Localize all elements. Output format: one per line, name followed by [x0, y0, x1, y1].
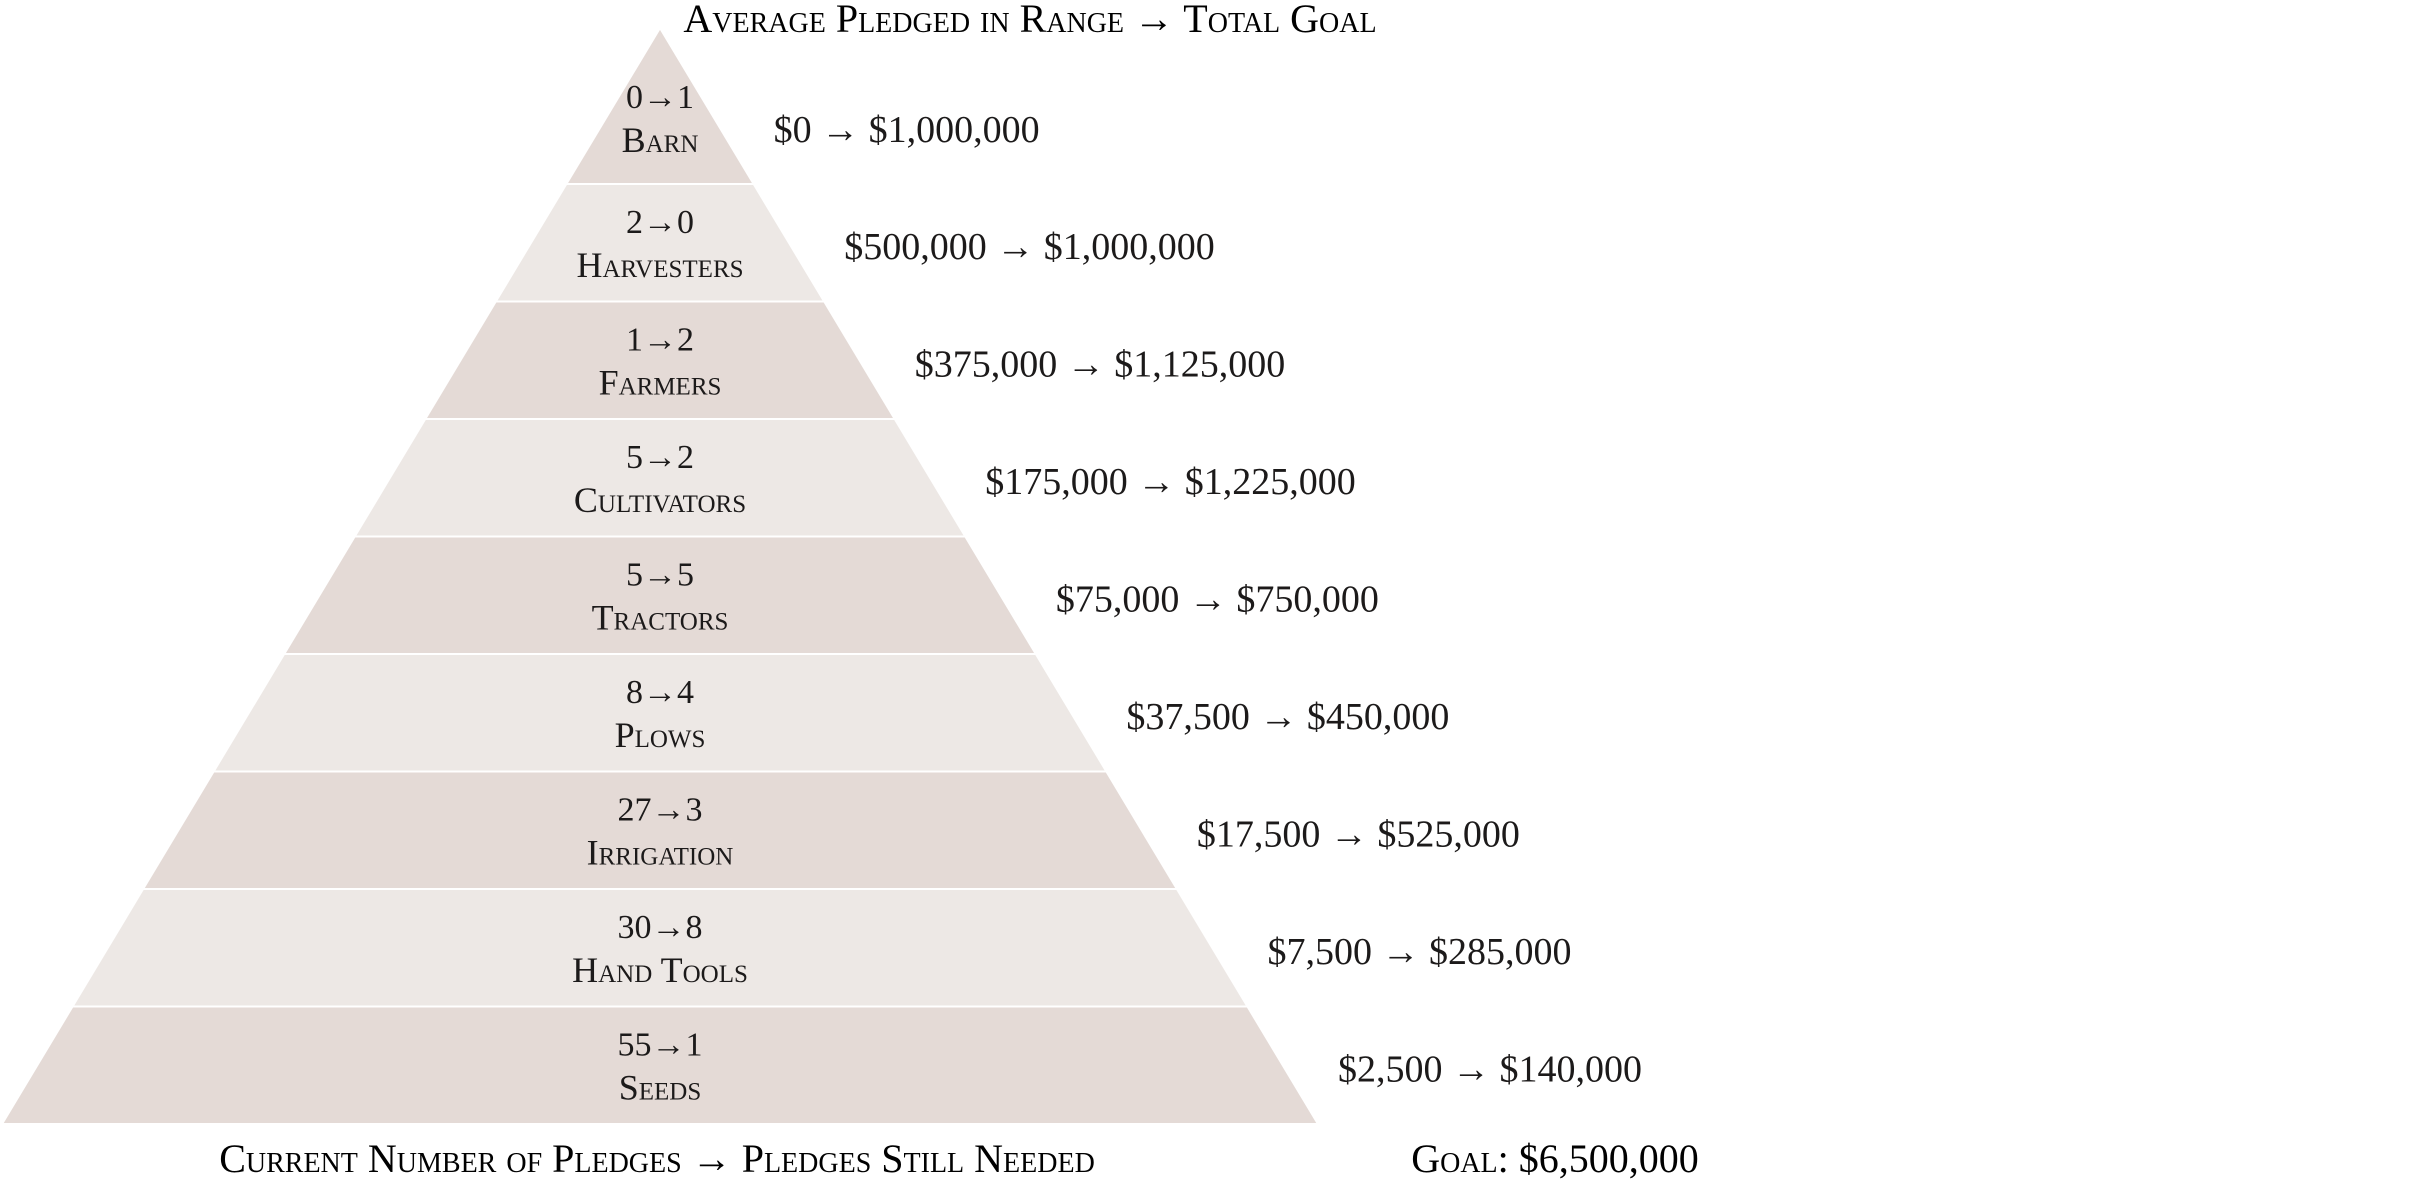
tier-range: $375,000 → $1,125,000: [915, 343, 1286, 385]
tier-name: Seeds: [619, 1067, 702, 1107]
tier-range: $0 → $1,000,000: [774, 109, 1040, 151]
tier-name: Tractors: [592, 597, 729, 637]
tier-name: Cultivators: [574, 480, 746, 520]
tier-range: $7,500 → $285,000: [1267, 931, 1571, 973]
tier-range: $37,500 → $450,000: [1126, 696, 1449, 738]
tier-pledges: 1→2: [626, 321, 694, 358]
tier-range: $2,500 → $140,000: [1338, 1048, 1642, 1090]
tier-name: Harvesters: [576, 245, 743, 285]
goal-total: Goal: $6,500,000: [1411, 1136, 1699, 1181]
tier-name: Hand Tools: [572, 950, 748, 990]
pyramid: 0→1 Barn 2→0 Harvesters 1→2 Farmers 5→2 Cultiva…: [0, 26, 1320, 1125]
tier-pledges: 8→4: [626, 674, 694, 711]
tier-range: $75,000 → $750,000: [1056, 578, 1379, 620]
tier-pledges: 27→3: [618, 791, 703, 828]
tier-range: $175,000 → $1,225,000: [985, 461, 1356, 503]
pyramid-tier-seeds: [0, 1005, 1320, 1125]
tier-pledges: 2→0: [626, 204, 694, 241]
tier-range: $17,500 → $525,000: [1197, 813, 1520, 855]
tier-pledges: 5→5: [626, 556, 694, 593]
tier-pledges: 55→1: [618, 1026, 703, 1063]
header-title: Average Pledged in Range → Total Goal: [683, 0, 1376, 41]
tier-pledges: 30→8: [618, 909, 703, 946]
tier-pledges: 0→1: [626, 79, 694, 116]
tier-name: Barn: [622, 120, 699, 160]
tier-name: Irrigation: [587, 832, 734, 872]
pledges-caption: Current Number of Pledges → Pledges Stil…: [219, 1136, 1095, 1181]
tier-range: $500,000 → $1,000,000: [844, 226, 1215, 268]
tier-name: Plows: [615, 715, 706, 755]
tier-pledges: 5→2: [626, 439, 694, 476]
tier-name: Farmers: [599, 362, 722, 402]
range-labels: $0 → $1,000,000 $500,000 → $1,000,000 $375…: [774, 109, 1642, 1090]
